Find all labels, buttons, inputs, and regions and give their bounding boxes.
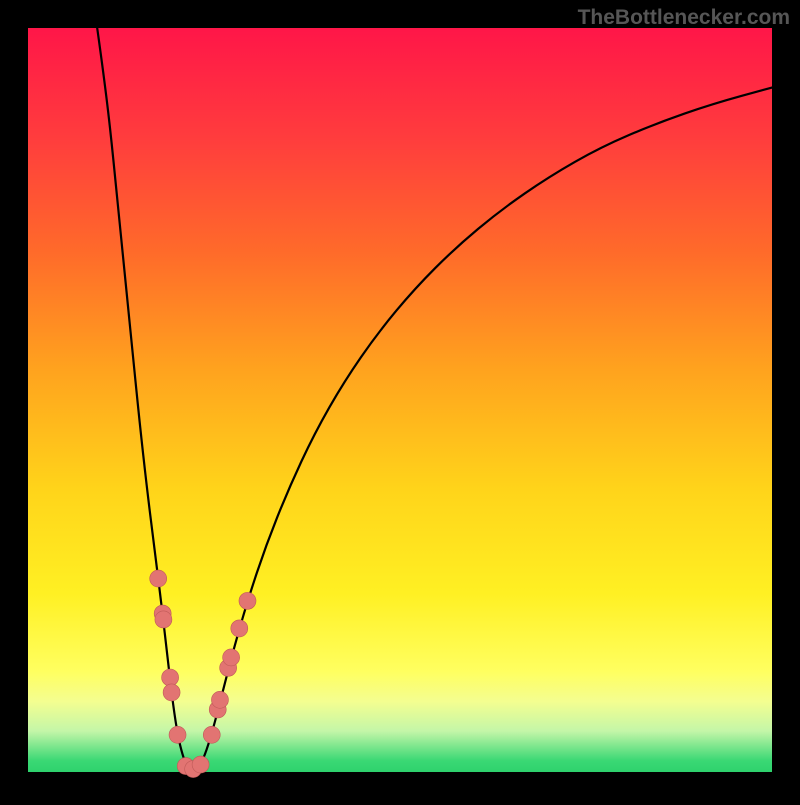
data-marker — [203, 726, 220, 743]
data-marker — [192, 756, 209, 773]
data-marker — [223, 649, 240, 666]
data-marker — [239, 592, 256, 609]
data-marker — [231, 620, 248, 637]
data-marker — [155, 611, 172, 628]
bottleneck-chart — [0, 0, 800, 800]
data-marker — [150, 570, 167, 587]
watermark-text: TheBottlenecker.com — [578, 6, 790, 30]
data-marker — [169, 726, 186, 743]
data-marker — [162, 669, 179, 686]
data-marker — [163, 684, 180, 701]
plot-background — [28, 28, 772, 772]
data-marker — [211, 691, 228, 708]
